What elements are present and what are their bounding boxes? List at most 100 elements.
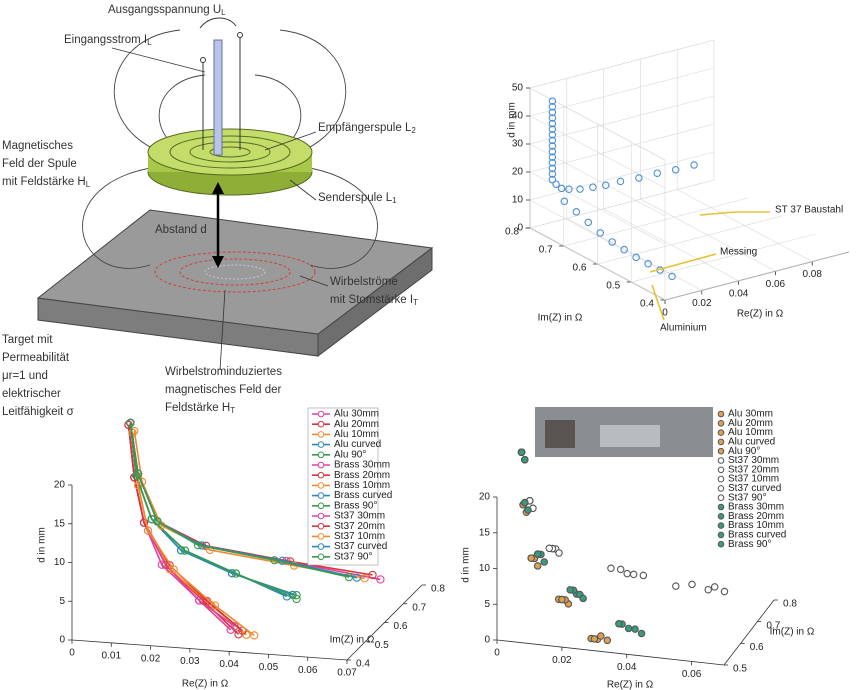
legend-marker [318,513,324,519]
legend-marker [718,514,724,520]
y-tick-label: 0.6 [750,642,764,653]
label-subscript: T [413,298,418,307]
data-point [617,178,623,184]
legend-label: Brass 90° [728,539,771,550]
data-point [591,636,597,642]
sample-photo-detail [545,420,575,448]
z-tick-label: 10 [512,195,524,206]
z-tick-label: 5 [59,596,65,607]
x-tick-label: 0.03 [180,656,200,667]
data-point [528,555,534,561]
label-text: Eingangsstrom I [64,34,147,46]
data-point [621,246,627,252]
diagram-label: magnetisches Feld der [165,384,282,396]
data-point [630,571,636,577]
label-subscript: T [230,406,235,415]
legend-marker [318,523,324,529]
x-tick-label: 0.02 [692,298,712,309]
x-tick-label: 0.08 [802,269,822,280]
data-point [608,565,614,571]
grid-line [530,152,714,272]
diagram-label: Senderspule L1 [318,192,397,205]
legend-marker [718,467,724,473]
y-axis [724,600,774,665]
data-point [721,588,727,594]
diagram-label: Wirbelstrominduziertes [165,366,282,378]
grid-line [530,40,714,160]
grid-line [598,124,782,264]
data-point [625,625,631,631]
series-line [129,425,231,630]
z-tick-label: 0 [517,223,523,234]
legend-label: St37 90° [334,551,372,562]
diagram-label: Leitfähigkeit σ [2,406,74,418]
x-tick-label: 0 [69,648,75,659]
data-point [636,175,642,181]
data-point [672,167,678,173]
z-tick-label: 15 [479,527,491,538]
y-tick-label: 0.5 [733,664,747,675]
y-tick-label: 0.8 [431,584,445,595]
data-point [556,550,562,556]
legend: Alu 30mmAlu 20mmAlu 10mmAlu curvedAlu 90… [308,408,392,565]
legend-marker [318,472,324,478]
legend-marker [318,544,324,550]
label-text: mit Stomstärke I [330,294,413,306]
legend-marker [318,503,324,509]
z-axis-label: d in mm [507,102,518,138]
y-tick-label: 0.4 [356,659,370,670]
label-subscript: 2 [411,126,416,135]
diagram-label: Empfängerspule L2 [318,122,416,135]
diagram-label: Target mit [2,334,53,346]
data-point [522,499,528,505]
legend-marker [318,462,324,468]
diagram-label: Abstand d [155,224,207,236]
data-point [691,162,697,168]
y-tick-label: 0.6 [394,621,408,632]
diagram-label: mit Stomstärke IT [330,294,418,307]
data-point [573,209,579,215]
voltage-arrow [200,18,236,28]
y-axis-label: Im(Z) in Ω [330,635,375,646]
chart-panel: 00.020.040.060.080.40.50.60.70.801020304… [505,40,849,334]
z-tick-label: 20 [54,480,66,491]
legend-marker [718,495,724,501]
data-point [638,630,644,636]
label-text: Empfängerspule L [318,122,412,134]
legend-marker [718,476,724,482]
legend-marker [718,504,724,510]
z-axis-label: d in mm [461,547,472,583]
x-tick-label: 0.02 [141,653,161,664]
label-text: μr=1 und [2,370,48,382]
data-point [624,570,630,576]
label-text: Permeabilität [2,352,70,364]
x-axis [497,640,724,665]
legend-marker [318,411,324,417]
x-tick-label: 0.06 [766,279,786,290]
x-tick-label: 0.07 [337,668,357,679]
legend-marker [318,493,324,499]
z-tick-label: 0 [59,635,65,646]
data-point [518,449,524,455]
y-tick-label: 0.7 [539,245,553,256]
label-subscript: 1 [392,196,397,205]
z-tick-label: 10 [54,557,66,568]
label-subscript: L [147,38,152,47]
coil-core [214,40,222,155]
data-point [525,507,531,513]
y-tick-label: 0.5 [375,640,389,651]
leader-line [112,48,205,72]
y-tick-label: 0.6 [573,263,587,274]
x-tick-label: 0.01 [102,650,122,661]
data-point [541,559,547,565]
legend-marker [718,448,724,454]
z-tick-label: 10 [479,563,491,574]
legend-marker [718,541,724,547]
label-text: Abstand d [155,224,207,236]
data-point [553,181,559,187]
x-tick-label: 0.04 [617,662,637,673]
data-point [604,637,610,643]
legend-marker [718,486,724,492]
diagram-label: Ausgangsspannung UL [108,4,226,17]
data-point [580,595,586,601]
